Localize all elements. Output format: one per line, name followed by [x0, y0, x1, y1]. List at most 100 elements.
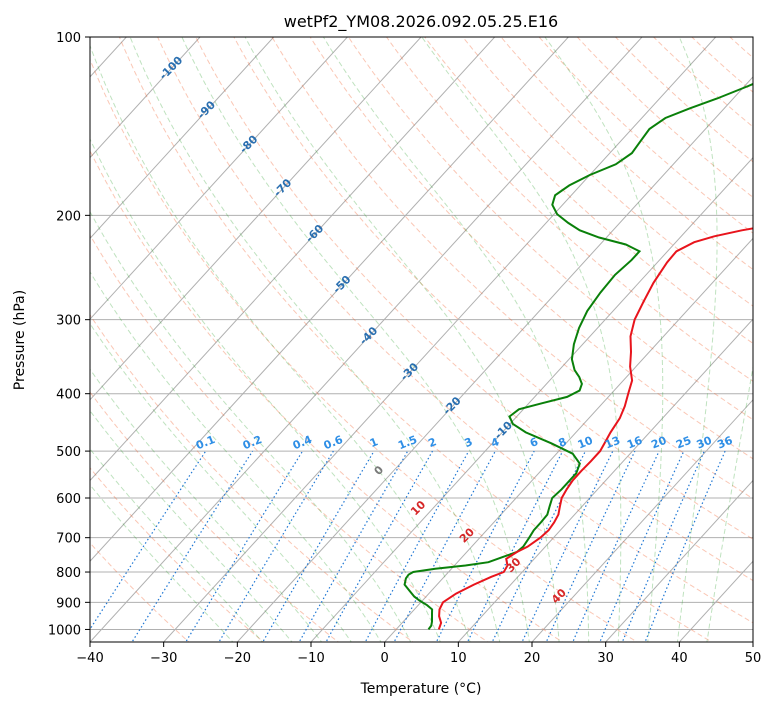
dry-adiabats — [90, 37, 753, 642]
dry-adiabat-line — [157, 37, 753, 624]
plot-frame — [89, 36, 754, 643]
chart-title: wetPf2_YM08.2026.092.05.25.E16 — [284, 12, 558, 32]
y-tick-label: 600 — [56, 492, 81, 507]
dry-adiabat-line — [309, 37, 753, 460]
x-axis-ticks: −40 −30 −20 −10 0 10 20 30 40 50 — [76, 642, 761, 666]
moist-adiabat-line — [421, 37, 622, 642]
moist-adiabat-line — [90, 210, 412, 642]
moist-adiabat-line — [90, 448, 264, 642]
dry-adiabat-line — [233, 37, 753, 540]
isotherm-line — [162, 37, 717, 642]
mixing-ratio-line — [545, 450, 636, 642]
moist-adiabat-line — [90, 271, 382, 642]
y-tick-label: 300 — [56, 314, 81, 329]
mixing-ratio-label: 1 — [368, 435, 380, 450]
y-axis-label: Pressure (hPa) — [12, 290, 28, 390]
isotherm-line — [90, 37, 422, 401]
dry-adiabat-line — [195, 37, 753, 582]
moist-adiabat-line — [181, 37, 530, 642]
mixing-ratio-line — [644, 450, 726, 642]
mixing-ratio-label: 8 — [557, 435, 569, 450]
dry-adiabat-line — [347, 37, 753, 421]
x-tick-label: −10 — [297, 651, 324, 666]
isotherm-line — [457, 318, 753, 642]
y-tick-label: 1000 — [48, 623, 81, 638]
isotherm-line — [90, 37, 643, 642]
mixing-ratio-lines — [90, 450, 726, 642]
y-tick-label: 400 — [56, 388, 81, 403]
moist-adiabat-line — [90, 484, 234, 642]
x-tick-label: −20 — [224, 651, 251, 666]
moist-adiabat-line — [676, 37, 718, 642]
moist-adiabat-line — [706, 364, 753, 642]
y-tick-label: 200 — [56, 209, 81, 224]
mixing-ratio-line — [393, 450, 496, 642]
temperature-line — [437, 227, 753, 630]
sounding-profiles — [403, 82, 753, 630]
moist-adiabat-line — [90, 44, 471, 642]
dry-adiabat-line — [90, 391, 340, 642]
dry-adiabat-line — [90, 467, 265, 642]
mixing-ratio-label: 25 — [674, 434, 693, 452]
moist-adiabat-line — [90, 409, 293, 642]
mixing-ratio-label: 16 — [625, 434, 644, 452]
mixing-ratio-label: 20 — [649, 434, 668, 452]
dry-adiabat-line — [424, 37, 753, 344]
dry-adiabat-line — [118, 37, 713, 642]
dry-adiabat-line — [90, 149, 564, 642]
isotherm-line — [383, 237, 753, 642]
x-tick-label: 40 — [671, 651, 688, 666]
mixing-ratio-line — [131, 450, 254, 642]
x-tick-label: −40 — [76, 651, 103, 666]
mixing-ratio-line — [364, 450, 470, 642]
isotherm-line — [90, 37, 349, 320]
dry-adiabat-line — [90, 234, 489, 642]
x-tick-label: 10 — [450, 651, 467, 666]
y-axis-ticks: 100 200 300 400 500 600 700 800 900 1000 — [48, 31, 90, 638]
x-tick-label: 30 — [597, 651, 614, 666]
mixing-ratio-line — [521, 450, 614, 642]
moist-adiabat-line — [322, 37, 590, 642]
isotherm-line — [90, 37, 496, 482]
mixing-ratio-label: 10 — [576, 434, 595, 452]
isotherm-line — [604, 479, 753, 642]
y-tick-label: 800 — [56, 566, 81, 581]
isotherm-line — [90, 37, 275, 240]
x-tick-label: 20 — [524, 651, 541, 666]
y-tick-label: 900 — [56, 596, 81, 611]
mixing-ratio-line — [621, 450, 705, 642]
y-tick-label: 500 — [56, 445, 81, 460]
dry-adiabat-line — [90, 313, 414, 642]
isotherm-line — [236, 76, 753, 642]
isotherm-line — [531, 399, 753, 642]
dry-adiabat-line — [90, 58, 638, 642]
isotherm-grid — [90, 37, 753, 642]
moist-adiabat-line — [129, 37, 501, 642]
x-tick-label: 0 — [381, 651, 389, 666]
moist-adiabat-line — [90, 368, 323, 642]
moist-adiabat-line — [90, 137, 441, 642]
plot-area — [90, 37, 753, 642]
isotherm-line — [90, 37, 570, 563]
y-tick-label: 700 — [56, 532, 81, 547]
moist-adiabat-line — [544, 37, 664, 642]
isotherm-line — [90, 37, 201, 159]
mixing-ratio-label: 36 — [715, 434, 734, 452]
x-axis-label: Temperature (°C) — [360, 681, 482, 697]
mixing-ratio-label: 30 — [695, 434, 714, 452]
mixing-ratio-line — [262, 450, 375, 642]
x-tick-label: −30 — [150, 651, 177, 666]
dry-adiabat-line — [462, 37, 753, 307]
mixing-ratio-line — [435, 450, 535, 642]
mixing-ratio-line — [90, 450, 207, 631]
mixing-ratio-label: 2 — [426, 435, 438, 450]
x-tick-label: 50 — [745, 651, 762, 666]
y-tick-label: 100 — [56, 31, 81, 46]
isotherm-line — [310, 156, 753, 642]
mixing-ratio-label: 13 — [603, 434, 622, 452]
moist-adiabat-line — [244, 37, 560, 642]
mixing-ratio-line — [185, 450, 304, 642]
mixing-ratio-label: 3 — [463, 435, 475, 450]
dewpoint-line — [403, 82, 753, 630]
